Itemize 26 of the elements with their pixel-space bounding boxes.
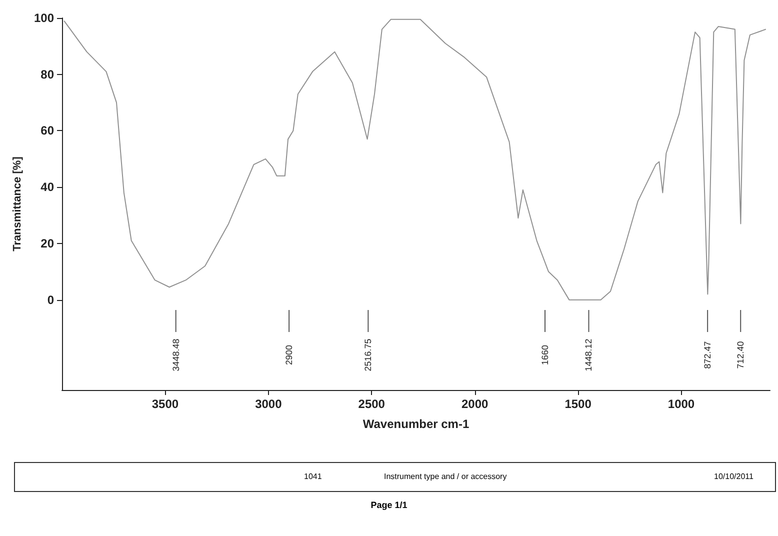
- text: 1041: [304, 472, 322, 480]
- y-tick-label: 0: [47, 292, 54, 307]
- x-tick-label: 1000: [668, 397, 695, 411]
- y-tick-label: 60: [40, 124, 54, 138]
- y-axis-title: Transmittance [%]: [12, 156, 24, 252]
- y-tick-label: 20: [40, 236, 54, 250]
- x-tick-label: 3500: [152, 397, 179, 411]
- line-series: [64, 18, 766, 300]
- x-axis-title: Wavenumber cm-1: [362, 417, 470, 431]
- y-tick-label: 80: [40, 67, 54, 82]
- ref-line-label: 1660: [540, 344, 550, 366]
- ref-line-label: 2900: [284, 344, 294, 366]
- y-tick-label: 40: [40, 180, 54, 194]
- x-tick-label: 3000: [255, 397, 282, 411]
- y-tick-label: 100: [34, 11, 54, 25]
- ref-line-label: 3448.48: [170, 338, 181, 372]
- x-tick-label: 2000: [461, 397, 488, 411]
- x-tick-label: 2500: [358, 397, 386, 411]
- text: 10/10/2011: [714, 472, 754, 480]
- ref-line-label: 2516.75: [363, 338, 374, 372]
- ref-line-label: 872.47: [702, 341, 713, 369]
- text: Instrument type and / or accessory: [384, 472, 507, 480]
- ref-line-label: 712.40: [736, 341, 746, 369]
- ref-line-label: 1448.12: [584, 338, 594, 372]
- text: Page 1/1: [370, 500, 408, 510]
- x-tick-label: 1500: [564, 397, 592, 411]
